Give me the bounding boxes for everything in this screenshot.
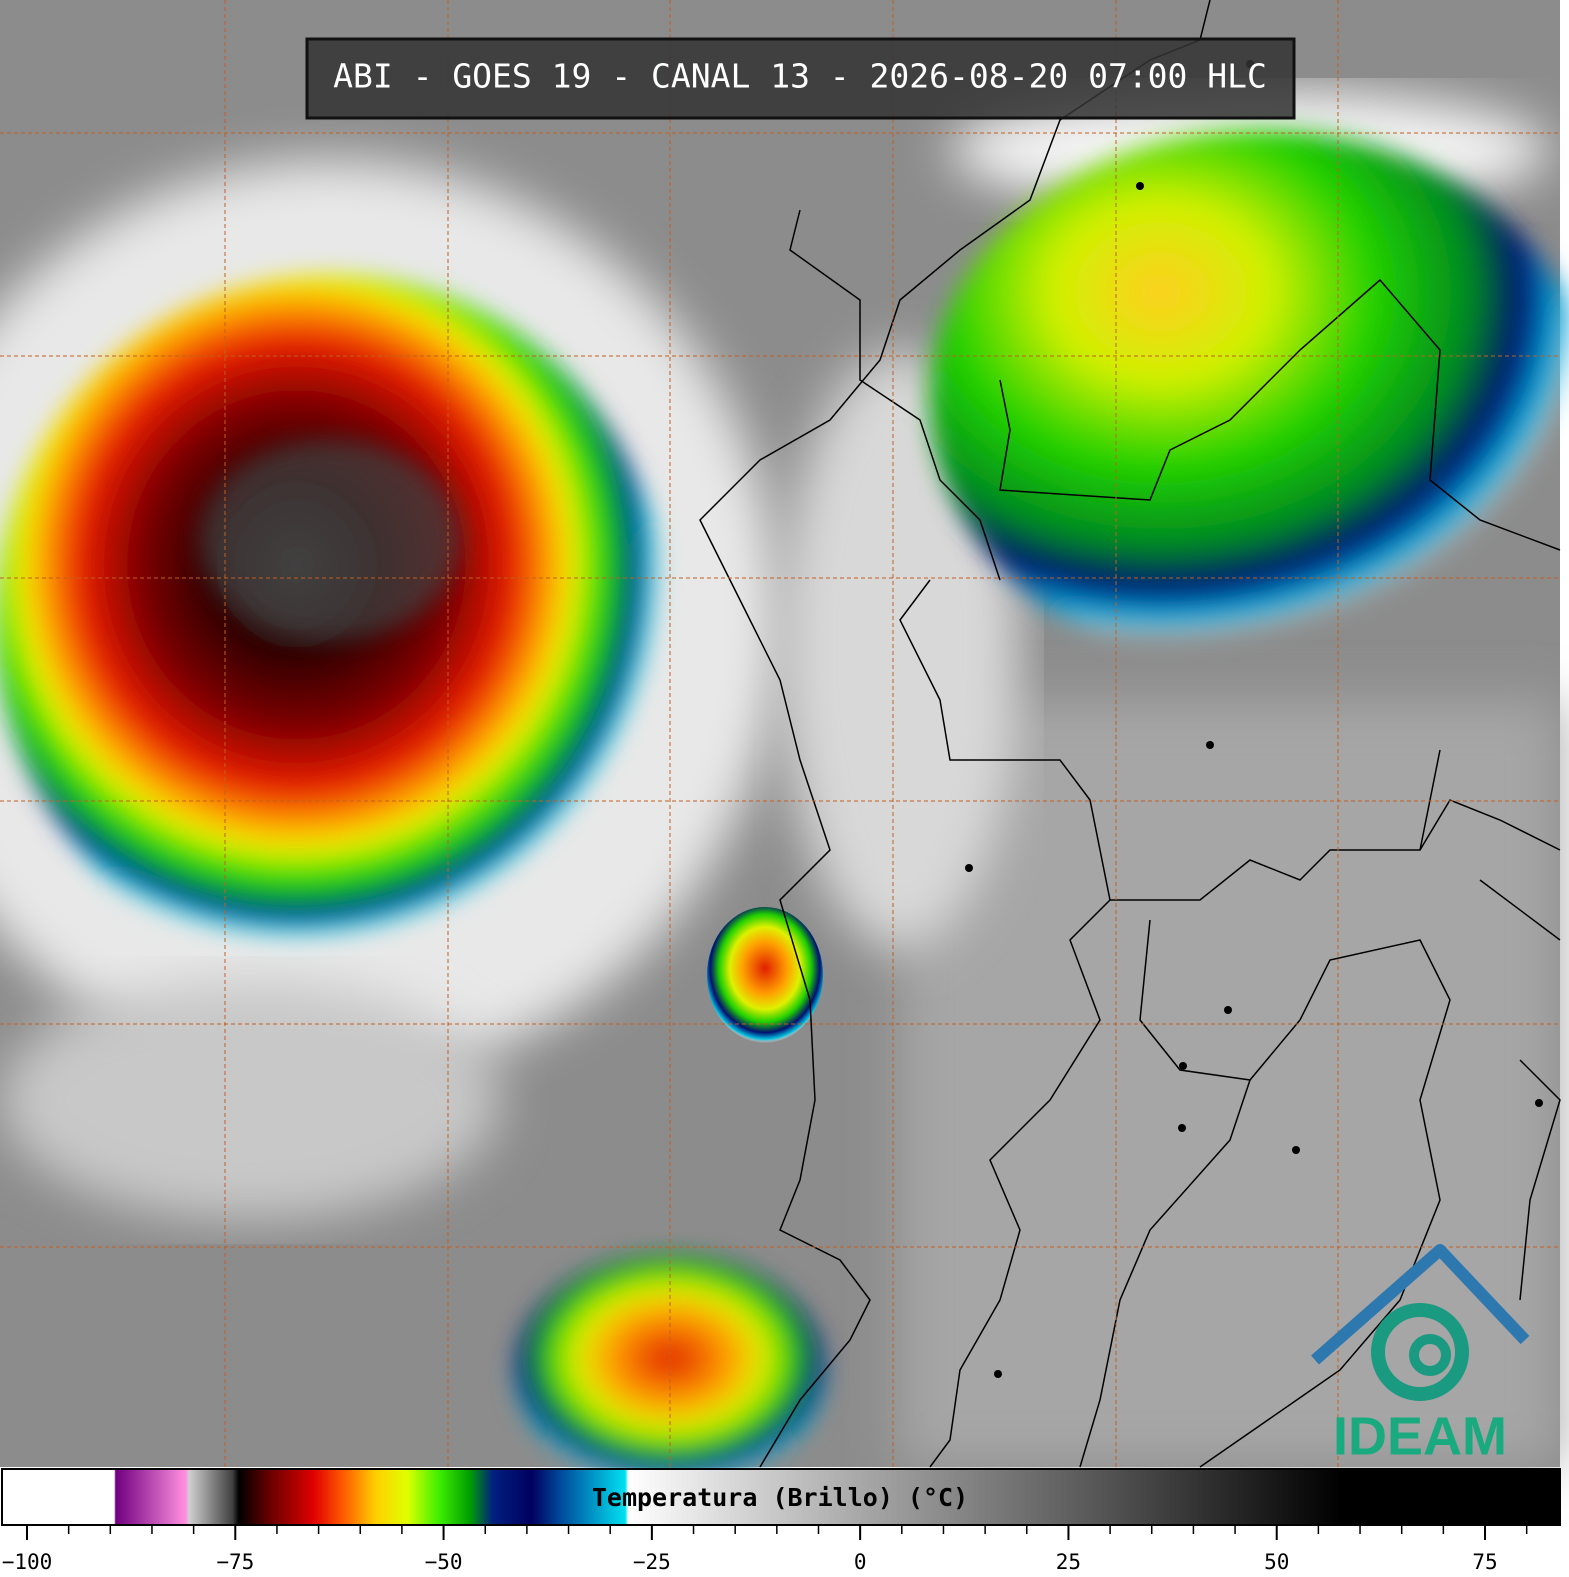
tick-label: −25 — [633, 1550, 671, 1574]
colorbar-label: Temperatura (Brillo) (°C) — [592, 1483, 968, 1512]
tick-label: 0 — [854, 1550, 867, 1574]
graticule — [0, 0, 1560, 1467]
tick-label: 25 — [1056, 1550, 1081, 1574]
title-box — [305, 37, 1296, 120]
colorbar-axis: −100 −75 −50 −25 0 25 50 75 — [2, 1526, 1528, 1574]
imagery — [0, 0, 1569, 1485]
tick-label: −50 — [425, 1550, 463, 1574]
title: ABI - GOES 19 - CANAL 13 - 2026-08-20 07… — [333, 57, 1267, 96]
tick-label: 75 — [1472, 1550, 1497, 1574]
tick-label: −75 — [216, 1550, 254, 1574]
borders — [699, 0, 1561, 1468]
tick-label: −100 — [2, 1550, 53, 1574]
logo-text: IDEAM — [1333, 1406, 1507, 1466]
logo: IDEAM — [1311, 1244, 1530, 1466]
colorbar — [1, 1468, 1561, 1526]
tick-label: 50 — [1264, 1550, 1289, 1574]
